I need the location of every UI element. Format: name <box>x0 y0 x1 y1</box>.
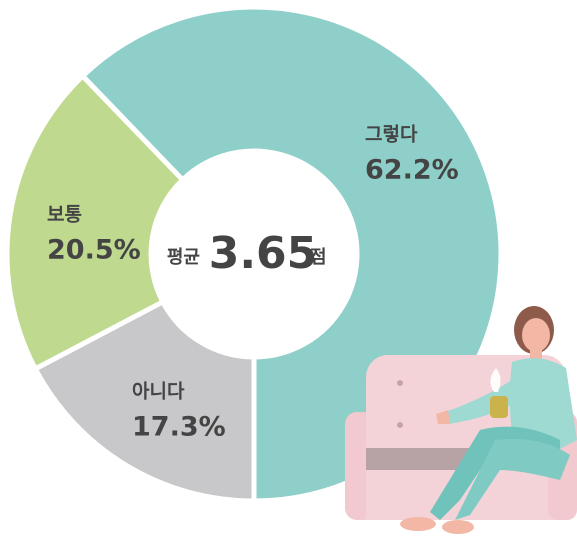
category-label: 그렇다 <box>365 124 418 146</box>
value-label: 20.5% <box>47 235 141 266</box>
illustration <box>345 306 577 534</box>
value-label: 62.2% <box>365 155 459 186</box>
donut-segment <box>31 298 257 504</box>
value-label: 17.3% <box>132 412 226 443</box>
donut-segment <box>4 72 187 373</box>
center-label: 평균 <box>167 247 200 268</box>
center-value: 3.65 <box>209 228 318 279</box>
category-label: 보통 <box>47 204 82 226</box>
category-label: 아니다 <box>132 381 185 403</box>
center-unit: 점 <box>310 247 327 268</box>
